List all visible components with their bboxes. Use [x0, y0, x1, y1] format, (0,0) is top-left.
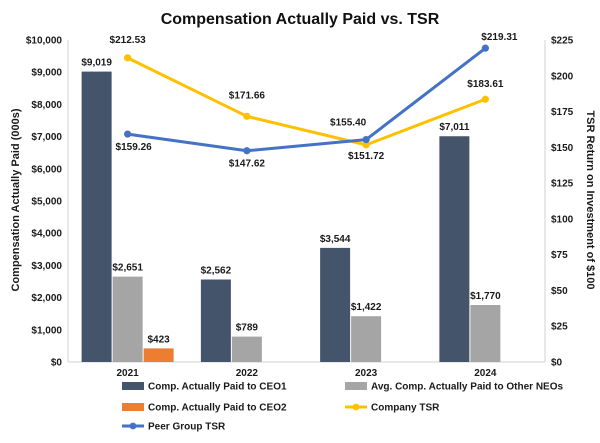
x-tick-label: 2023: [355, 368, 378, 379]
bar: [439, 136, 470, 362]
line-data-label: $212.53: [110, 35, 147, 46]
line-data-label: $183.61: [467, 79, 504, 90]
legend-label: Comp. Actually Paid to CEO1: [148, 382, 287, 393]
legend-label: Avg. Comp. Actually Paid to Other NEOs: [371, 382, 564, 393]
legend: Comp. Actually Paid to CEO1 Avg. Comp. Ac…: [122, 382, 564, 433]
line-data-label: $147.62: [229, 159, 266, 170]
y-tick-right: $225: [551, 36, 574, 47]
bar-data-label: $2,562: [201, 266, 232, 277]
y-tick-left: $4,000: [31, 229, 62, 240]
bar-series-group: [81, 71, 501, 363]
y-tick-left: $9,000: [31, 68, 62, 79]
line-point: [124, 54, 132, 62]
legend-label: Peer Group TSR: [148, 422, 226, 433]
y-axis-right-title: TSR Return on Investment of $100: [584, 110, 596, 289]
bar: [351, 316, 382, 362]
x-tick-label: 2024: [474, 368, 497, 379]
data-label-group: $9,019 $2,562 $3,544 $7,011 $2,651 $789 $1,422…: [81, 32, 518, 345]
line-point: [362, 141, 370, 149]
bar: [231, 336, 262, 362]
line-series-group: [124, 44, 489, 155]
line-point: [124, 130, 132, 138]
bar: [81, 71, 112, 363]
line-data-label: $159.26: [116, 142, 153, 153]
bar: [320, 247, 351, 362]
x-tick-label: 2021: [117, 368, 140, 379]
line-data-label: $155.40: [330, 118, 367, 129]
bar-data-label: $9,019: [81, 58, 112, 69]
series-line: [126, 56, 486, 147]
bar: [470, 305, 501, 362]
y-tick-left: $3,000: [31, 261, 62, 272]
axes: $0 $1,000 $2,000 $3,000 $4,000 $5,000 $6,000 $7…: [26, 36, 574, 380]
y-tick-left: $8,000: [31, 100, 62, 111]
y-tick-right: $150: [551, 143, 574, 154]
bar-data-label: $1,770: [470, 291, 501, 302]
bar-data-label: $789: [236, 323, 259, 334]
line-data-label: $219.31: [481, 32, 518, 43]
y-tick-right: $100: [551, 214, 574, 225]
y-tick-right: $75: [551, 250, 568, 261]
bar-data-label: $7,011: [439, 122, 469, 133]
line-point: [243, 147, 251, 155]
legend-label: Company TSR: [371, 403, 440, 414]
y-tick-left: $1,000: [31, 325, 62, 336]
y-tick-right: $50: [551, 286, 568, 297]
y-tick-right: $175: [551, 107, 574, 118]
y-tick-right: $0: [551, 358, 563, 369]
legend-swatch: [129, 422, 137, 430]
line-data-label: $171.66: [229, 90, 266, 101]
legend-label: Comp. Actually Paid to CEO2: [148, 403, 287, 414]
bar-data-label: $3,544: [320, 234, 351, 245]
y-tick-left: $10,000: [26, 36, 63, 47]
bar-data-label: $1,422: [351, 302, 382, 313]
series-line: [127, 46, 487, 153]
line-data-label: $151.72: [348, 151, 385, 162]
y-tick-left: $6,000: [31, 164, 62, 175]
y-tick-right: $125: [551, 179, 574, 190]
chart-title: Compensation Actually Paid vs. TSR: [161, 11, 440, 28]
legend-swatch: [122, 403, 144, 411]
y-tick-left: $7,000: [31, 132, 62, 143]
x-tick-label: 2022: [236, 368, 259, 379]
y-axis-left-title: Compensation Actually Paid (000s): [10, 108, 22, 291]
bar: [143, 348, 174, 362]
bar-data-label: $423: [148, 334, 171, 345]
bar: [200, 279, 231, 362]
y-tick-left: $5,000: [31, 197, 62, 208]
line-point: [243, 112, 251, 120]
legend-swatch: [122, 382, 144, 390]
y-tick-right: $25: [551, 322, 568, 333]
bar-data-label: $2,651: [112, 263, 143, 274]
y-tick-left: $0: [51, 358, 63, 369]
y-tick-right: $200: [551, 71, 574, 82]
line-point: [362, 136, 370, 144]
legend-swatch: [352, 403, 360, 411]
legend-swatch: [345, 382, 367, 390]
bar: [112, 276, 143, 362]
line-point: [481, 95, 489, 103]
line-point: [481, 44, 489, 52]
y-tick-left: $2,000: [31, 293, 62, 304]
